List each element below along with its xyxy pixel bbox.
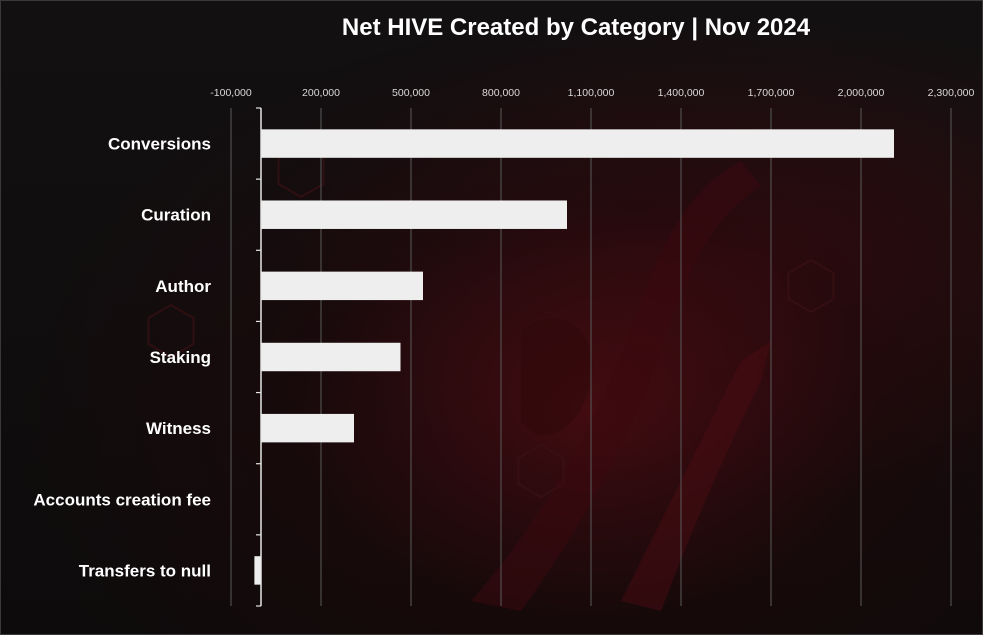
bar [261,129,894,158]
category-label: Curation [141,206,211,225]
bar [261,271,423,301]
x-tick-label: 1,400,000 [658,87,705,99]
category-axis [256,107,262,607]
x-axis-tick-labels: -100,000 200,000 500,000 800,000 1,100,000 1,… [210,87,974,99]
x-tick-label: 2,300,000 [928,87,975,99]
gridlines [230,108,952,606]
chart-title: Net HIVE Created by Category | Nov 2024 [342,14,811,41]
bar [261,413,354,443]
category-label: Transfers to null [79,561,211,580]
x-tick-label: -100,000 [210,87,252,99]
x-tick-label: 800,000 [482,87,520,99]
bar [254,556,261,585]
category-label: Witness [146,419,211,438]
x-tick-label: 1,100,000 [568,87,615,99]
x-tick-label: 200,000 [302,87,340,99]
category-label: Author [155,277,211,296]
bar [261,200,567,229]
category-label: Staking [150,348,211,367]
bar [261,342,401,372]
x-tick-label: 500,000 [392,87,430,99]
x-tick-label: 1,700,000 [748,87,795,99]
category-label: Accounts creation fee [33,490,211,509]
bars [254,129,894,585]
category-labels: Conversions Curation Author Staking Witness A… [33,135,211,581]
x-tick-label: 2,000,000 [838,87,885,99]
category-label: Conversions [108,135,211,154]
background-decoration [147,143,835,611]
